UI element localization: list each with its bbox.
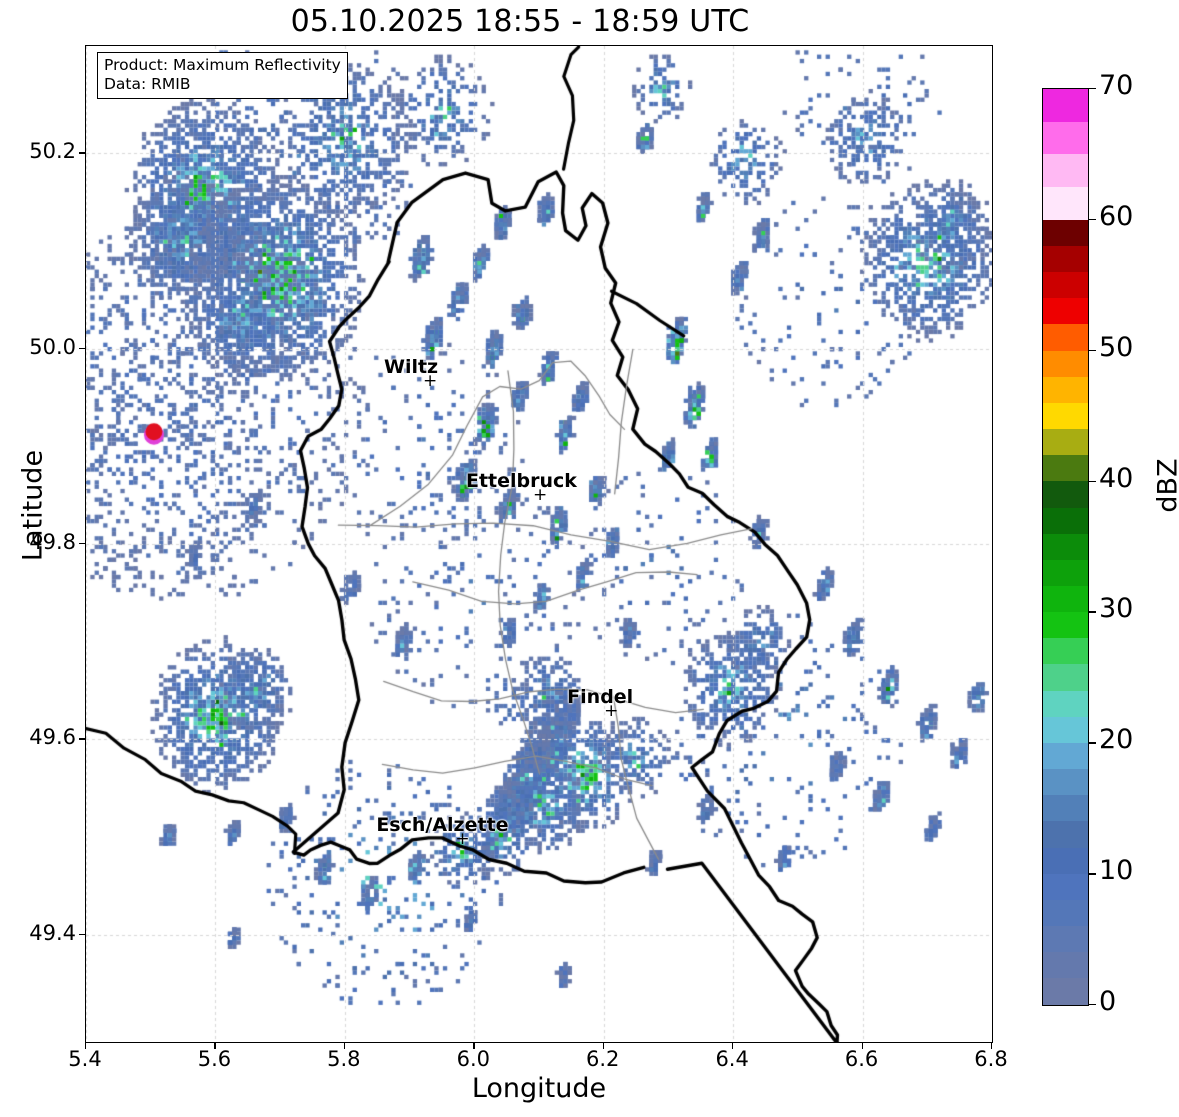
y-tick-label-2: 49.8	[29, 530, 76, 554]
city-marker-findel: +	[604, 700, 619, 721]
y-tick-label-3: 49.6	[29, 725, 76, 750]
x-axis-label: Longitude	[471, 1073, 607, 1104]
x-tick-mark	[85, 1043, 87, 1049]
x-tick-label-0: 5.4	[68, 1047, 102, 1071]
colorbar-tick-label-0: 0	[1099, 986, 1117, 1017]
colorbar-band	[1043, 429, 1088, 456]
y-tick-label-0: 50.2	[29, 139, 76, 164]
y-tick-mark	[79, 933, 85, 935]
colorbar-band	[1043, 638, 1088, 665]
y-tick-label-4: 49.4	[29, 920, 76, 945]
colorbar-band	[1043, 586, 1088, 613]
x-tick-label-7: 6.8	[974, 1047, 1008, 1071]
colorbar-band	[1043, 89, 1088, 122]
colorbar-title: dBZ	[1152, 458, 1179, 513]
colorbar-band	[1043, 376, 1088, 403]
city-marker-esch-alzette: +	[455, 828, 470, 849]
x-tick-mark	[473, 1043, 475, 1049]
colorbar-band	[1043, 507, 1088, 534]
colorbar-band	[1043, 219, 1088, 246]
colorbar-band	[1043, 795, 1088, 822]
x-tick-label-1: 5.6	[197, 1047, 232, 1071]
colorbar-band	[1043, 716, 1088, 743]
colorbar-band	[1043, 664, 1088, 691]
colorbar-band	[1043, 455, 1088, 482]
x-tick-mark	[343, 1043, 346, 1049]
colorbar-band	[1043, 402, 1088, 430]
y-axis-label: Latitude	[17, 449, 49, 562]
colorbar-band	[1043, 481, 1088, 508]
colorbar-band	[1043, 154, 1088, 188]
x-tick-label-3: 6.0	[456, 1047, 490, 1071]
colorbar-tick-mark	[1089, 480, 1096, 482]
product-info-box: Product: Maximum Reflectivity Data: RMIB	[97, 52, 348, 99]
colorbar-tick-mark	[1089, 873, 1096, 875]
radar-reflectivity-canvas[interactable]	[86, 46, 992, 1042]
colorbar-tick-label-7: 70	[1099, 70, 1134, 101]
city-label-esch-alzette: Esch/Alzette	[376, 813, 509, 836]
y-tick-mark	[79, 152, 85, 154]
x-tick-label-4: 6.2	[586, 1047, 620, 1071]
colorbar-band	[1043, 324, 1088, 351]
colorbar-band	[1043, 978, 1088, 1005]
y-tick-mark	[79, 738, 85, 740]
city-label-ettelbruck: Ettelbruck	[466, 470, 577, 493]
colorbar-band	[1043, 272, 1088, 299]
y-tick-mark	[79, 543, 85, 545]
map-plot-area[interactable]	[85, 45, 993, 1043]
colorbar-band	[1043, 187, 1088, 220]
colorbar-band	[1043, 612, 1088, 639]
colorbar-tick-label-4: 40	[1099, 462, 1134, 494]
city-marker-wiltz: +	[422, 370, 438, 391]
x-tick-label-2: 5.8	[327, 1047, 361, 1071]
colorbar-band	[1043, 559, 1088, 586]
colorbar-band	[1043, 350, 1088, 377]
colorbar-band	[1043, 298, 1088, 325]
colorbar-tick-mark	[1089, 611, 1096, 613]
colorbar-band	[1043, 121, 1088, 155]
colorbar-band	[1043, 952, 1088, 979]
colorbar-band	[1043, 899, 1088, 927]
colorbar-tick-label-2: 20	[1099, 724, 1134, 756]
colorbar-tick-label-6: 60	[1099, 200, 1134, 232]
colorbar-tick-label-3: 30	[1099, 593, 1134, 625]
colorbar-band	[1043, 769, 1088, 796]
colorbar-band	[1043, 690, 1088, 717]
colorbar-tick-mark	[1089, 88, 1096, 90]
x-tick-mark	[602, 1043, 604, 1049]
colorbar-band	[1043, 245, 1088, 273]
colorbar-band	[1043, 742, 1088, 770]
city-marker-ettelbruck: +	[533, 485, 548, 506]
x-tick-mark	[214, 1043, 216, 1049]
y-tick-mark	[79, 347, 85, 349]
x-tick-mark	[732, 1043, 734, 1049]
colorbar-band	[1043, 533, 1088, 560]
colorbar-tick-mark	[1089, 742, 1096, 744]
city-label-wiltz: Wiltz	[383, 355, 439, 378]
x-tick-mark	[861, 1043, 863, 1049]
colorbar-band	[1043, 926, 1088, 953]
colorbar-tick-label-5: 50	[1099, 331, 1134, 363]
city-label-findel: Findel	[567, 685, 634, 708]
colorbar-band	[1043, 847, 1088, 874]
x-tick-label-5: 6.4	[715, 1047, 749, 1071]
colorbar-band	[1043, 821, 1088, 848]
page-title: 05.10.2025 18:55 - 18:59 UTC	[290, 4, 750, 39]
colorbar[interactable]	[1042, 88, 1089, 1006]
x-tick-mark	[991, 1043, 993, 1049]
colorbar-tick-mark	[1089, 218, 1096, 221]
colorbar-tick-mark	[1089, 1004, 1096, 1006]
colorbar-tick-mark	[1089, 349, 1096, 352]
y-tick-label-1: 50.0	[29, 334, 76, 359]
x-tick-label-6: 6.6	[844, 1047, 879, 1071]
data-source-line: Data: RMIB	[104, 74, 191, 93]
product-line: Product: Maximum Reflectivity	[104, 56, 341, 74]
colorbar-tick-label-1: 10	[1099, 855, 1134, 887]
colorbar-band	[1043, 873, 1088, 900]
